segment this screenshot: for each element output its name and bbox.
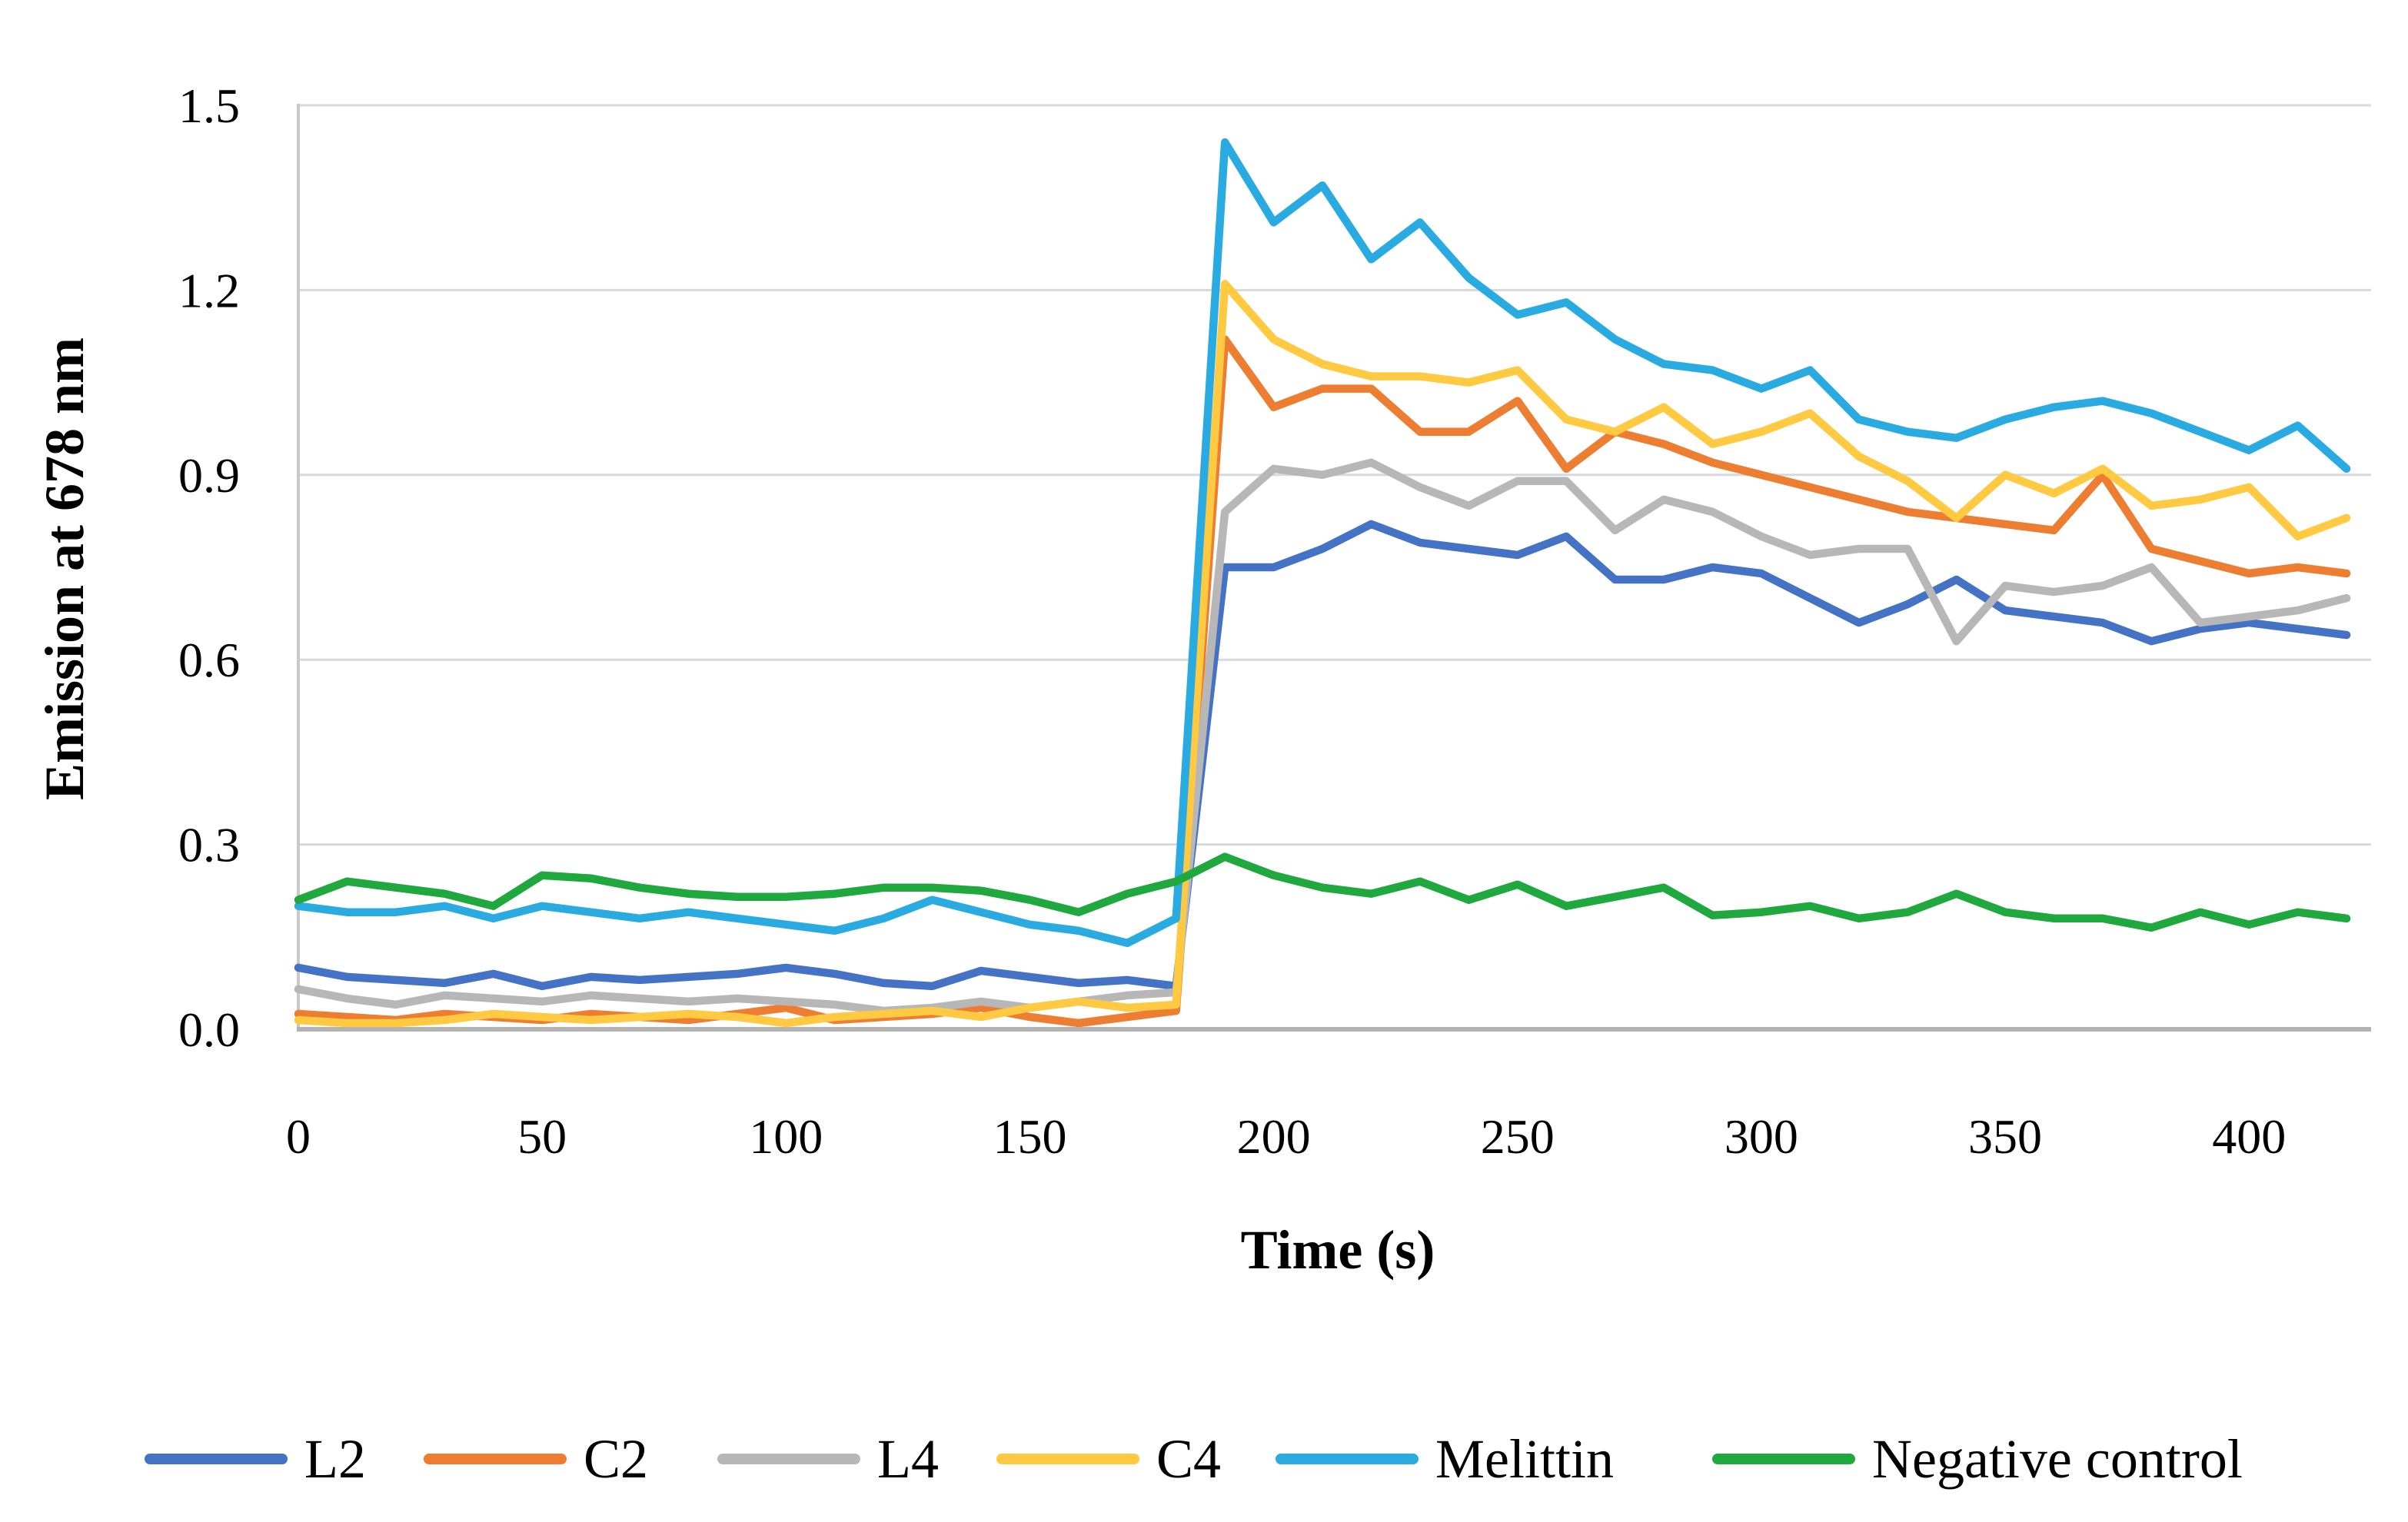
y-tick-label-1.2: 1.2 [178, 263, 240, 317]
x-tick-label-150: 150 [993, 1109, 1066, 1164]
x-tick-label-200: 200 [1237, 1109, 1311, 1164]
axes-group [297, 104, 2371, 1032]
x-axis-title: Time (s) [1241, 1219, 1435, 1281]
x-tick-label-50: 50 [517, 1109, 567, 1164]
x-tick-label-400: 400 [2212, 1109, 2286, 1164]
y-tick-label-0.0: 0.0 [178, 1002, 240, 1057]
axis-titles-group: Emission at 678 nm Time (s) [34, 337, 1435, 1281]
y-axis-title: Emission at 678 nm [34, 337, 95, 800]
x-tick-label-100: 100 [749, 1109, 823, 1164]
y-tick-label-0.9: 0.9 [178, 448, 240, 503]
y-tick-label-1.5: 1.5 [178, 78, 240, 133]
series-line-melittin [294, 138, 2351, 948]
series-line-negative-control [294, 852, 2351, 932]
series-line-l4 [294, 458, 2351, 1015]
tick-labels-group: 0.0 0.3 0.6 0.9 1.2 1.5 0 50 100 150 200 250 300 350 4… [178, 78, 2286, 1164]
series-group [294, 138, 2351, 1028]
x-tick-label-250: 250 [1481, 1109, 1555, 1164]
x-tick-label-0: 0 [286, 1109, 311, 1164]
series-line-c4 [294, 280, 2351, 1028]
x-tick-label-350: 350 [1968, 1109, 2042, 1164]
x-tick-label-300: 300 [1725, 1109, 1798, 1164]
y-tick-label-0.3: 0.3 [178, 818, 240, 872]
series-line-l2 [294, 520, 2351, 991]
y-tick-label-0.6: 0.6 [178, 633, 240, 687]
